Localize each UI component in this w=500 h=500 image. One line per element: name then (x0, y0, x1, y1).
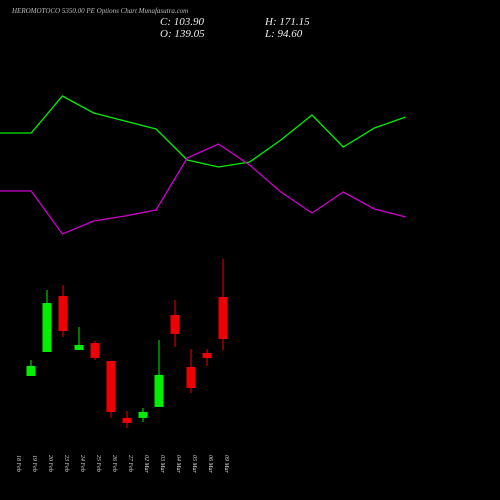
x-tick-label: 25 Feb (95, 455, 101, 472)
candle-body (74, 344, 84, 350)
high-label: H: 171.15 (264, 16, 310, 28)
x-tick-label: 02 Mar (143, 455, 149, 473)
candle-body (58, 295, 68, 331)
x-tick-label: 06 Mar (207, 455, 213, 473)
candle-body (202, 352, 212, 358)
line-series (0, 95, 406, 168)
low-label: L: 94.60 (264, 28, 303, 40)
x-tick-label: 27 Feb (127, 455, 133, 472)
x-tick-label: 05 Mar (191, 455, 197, 473)
candle-body (106, 360, 116, 412)
chart-title: HEROMOTOCO 5350.00 PE Options Chart Muna… (11, 7, 188, 15)
candle-body (90, 343, 100, 358)
x-tick-label: 04 Mar (175, 455, 182, 473)
candle-body (122, 417, 132, 423)
x-tick-label: 03 Mar (159, 455, 165, 473)
candle-body (186, 366, 196, 388)
x-tick-label: 23 Feb (63, 455, 69, 472)
x-tick-label: 24 Feb (79, 455, 86, 472)
candle-body (138, 411, 148, 418)
line-series (0, 143, 406, 235)
close-label: C: 103.90 (160, 16, 205, 28)
candle-body (42, 303, 52, 353)
candle-body (26, 365, 36, 377)
open-label: O: 139.05 (160, 28, 205, 40)
x-tick-label: 18 Feb (15, 455, 21, 472)
x-tick-label: 19 Feb (31, 455, 37, 472)
x-tick-label: 09 Mar (223, 455, 229, 473)
candle-body (154, 374, 164, 407)
candle-body (218, 297, 228, 339)
candle-body (170, 314, 180, 334)
x-tick-label: 20 Feb (47, 455, 53, 472)
x-tick-label: 26 Feb (111, 455, 117, 472)
